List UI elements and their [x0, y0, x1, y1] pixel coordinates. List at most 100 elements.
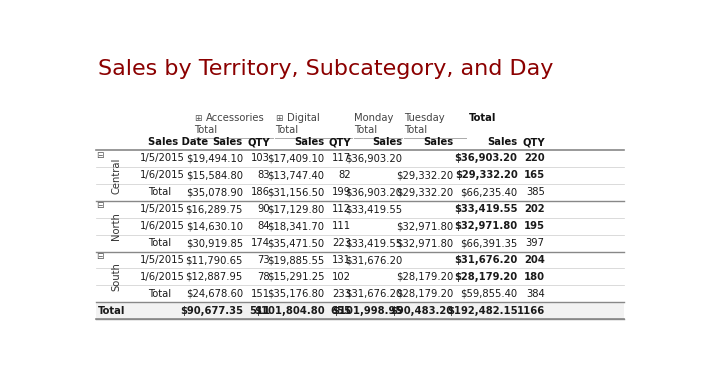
Text: $29,332.20: $29,332.20 [396, 170, 453, 180]
Text: $11,790.65: $11,790.65 [185, 255, 243, 265]
Text: ⊞: ⊞ [275, 114, 283, 123]
Text: 111: 111 [332, 221, 351, 231]
Text: 73: 73 [258, 255, 270, 265]
Text: 1166: 1166 [517, 306, 545, 316]
Text: 199: 199 [332, 187, 351, 197]
Text: $24,678.60: $24,678.60 [186, 289, 243, 299]
Text: 1/6/2015: 1/6/2015 [140, 272, 185, 282]
Text: 1/5/2015: 1/5/2015 [140, 204, 185, 214]
Text: ⊞: ⊞ [194, 114, 201, 123]
Text: $28,179.20: $28,179.20 [396, 272, 453, 282]
Text: Total: Total [147, 238, 171, 248]
Text: 1/6/2015: 1/6/2015 [140, 170, 185, 180]
Text: $29,332.20: $29,332.20 [455, 170, 517, 180]
Text: $14,630.10: $14,630.10 [186, 221, 243, 231]
Text: 151: 151 [251, 289, 270, 299]
Text: Sales: Sales [213, 137, 243, 147]
Text: Sales: Sales [372, 137, 402, 147]
Text: $17,409.10: $17,409.10 [267, 154, 324, 164]
Text: $35,471.50: $35,471.50 [267, 238, 324, 248]
Text: $36,903.20: $36,903.20 [345, 187, 402, 197]
Text: 180: 180 [524, 272, 545, 282]
Text: 385: 385 [526, 187, 545, 197]
Text: Total: Total [147, 187, 171, 197]
Text: $35,176.80: $35,176.80 [267, 289, 324, 299]
Text: $33,419.55: $33,419.55 [345, 204, 402, 214]
Text: $19,494.10: $19,494.10 [186, 154, 243, 164]
Text: Total: Total [275, 125, 298, 135]
Text: $16,289.75: $16,289.75 [185, 204, 243, 214]
Text: $36,903.20: $36,903.20 [345, 154, 402, 164]
Text: $15,584.80: $15,584.80 [186, 170, 243, 180]
Text: $19,885.55: $19,885.55 [267, 255, 324, 265]
Text: 174: 174 [251, 238, 270, 248]
Text: $33,419.55: $33,419.55 [345, 238, 402, 248]
Text: $66,391.35: $66,391.35 [461, 238, 517, 248]
Text: QTY: QTY [522, 137, 545, 147]
Text: Total: Total [355, 125, 378, 135]
Text: Total: Total [194, 125, 217, 135]
Text: Total: Total [98, 306, 125, 316]
Text: Digital: Digital [287, 113, 320, 123]
Text: 220: 220 [524, 154, 545, 164]
Text: $32,971.80: $32,971.80 [454, 221, 517, 231]
Text: $192,482.15: $192,482.15 [447, 306, 517, 316]
Text: $28,179.20: $28,179.20 [454, 272, 517, 282]
Text: $101,998.95: $101,998.95 [332, 306, 402, 316]
Text: $32,971.80: $32,971.80 [396, 238, 453, 248]
Text: Sales by Territory, Subcategory, and Day: Sales by Territory, Subcategory, and Day [98, 59, 553, 79]
Text: $12,887.95: $12,887.95 [185, 272, 243, 282]
Text: Sales: Sales [423, 137, 453, 147]
Text: 83: 83 [258, 170, 270, 180]
Text: 82: 82 [338, 170, 351, 180]
Text: 511: 511 [249, 306, 270, 316]
Text: Sales: Sales [487, 137, 517, 147]
Text: 202: 202 [524, 204, 545, 214]
Text: 102: 102 [332, 272, 351, 282]
Text: $31,676.20: $31,676.20 [345, 289, 402, 299]
Text: $90,483.20: $90,483.20 [390, 306, 453, 316]
Text: 78: 78 [258, 272, 270, 282]
Text: Total: Total [147, 289, 171, 299]
Text: 195: 195 [524, 221, 545, 231]
Text: 117: 117 [332, 154, 351, 164]
Text: $36,903.20: $36,903.20 [455, 154, 517, 164]
Text: $31,676.20: $31,676.20 [454, 255, 517, 265]
Text: 1/5/2015: 1/5/2015 [140, 255, 185, 265]
Text: 131: 131 [332, 255, 351, 265]
Text: QTY: QTY [247, 137, 270, 147]
Text: 233: 233 [332, 289, 351, 299]
Text: Tuesday: Tuesday [404, 113, 445, 123]
Text: $15,291.25: $15,291.25 [267, 272, 324, 282]
Text: North: North [111, 212, 121, 240]
Text: 223: 223 [332, 238, 351, 248]
Text: $28,179.20: $28,179.20 [396, 289, 453, 299]
Text: Central: Central [111, 157, 121, 193]
Text: $18,341.70: $18,341.70 [267, 221, 324, 231]
Text: $13,747.40: $13,747.40 [267, 170, 324, 180]
Text: Accessories: Accessories [206, 113, 265, 123]
Text: Total: Total [404, 125, 428, 135]
Text: ⊟: ⊟ [96, 151, 103, 160]
Text: $32,971.80: $32,971.80 [396, 221, 453, 231]
Text: $29,332.20: $29,332.20 [396, 187, 453, 197]
Text: QTY: QTY [329, 137, 351, 147]
Text: Monday: Monday [355, 113, 394, 123]
Text: $59,855.40: $59,855.40 [461, 289, 517, 299]
Text: $35,078.90: $35,078.90 [186, 187, 243, 197]
Text: South: South [111, 262, 121, 291]
Text: 186: 186 [251, 187, 270, 197]
Text: 112: 112 [332, 204, 351, 214]
Text: 84: 84 [258, 221, 270, 231]
Text: ⊟: ⊟ [96, 252, 103, 261]
Text: $66,235.40: $66,235.40 [461, 187, 517, 197]
Text: 90: 90 [258, 204, 270, 214]
Text: 204: 204 [524, 255, 545, 265]
Text: $33,419.55: $33,419.55 [454, 204, 517, 214]
Text: 1/5/2015: 1/5/2015 [140, 154, 185, 164]
Text: Sales Date: Sales Date [147, 137, 208, 147]
Text: Total: Total [469, 113, 496, 123]
Text: $17,129.80: $17,129.80 [267, 204, 324, 214]
Text: 384: 384 [526, 289, 545, 299]
Text: 165: 165 [524, 170, 545, 180]
